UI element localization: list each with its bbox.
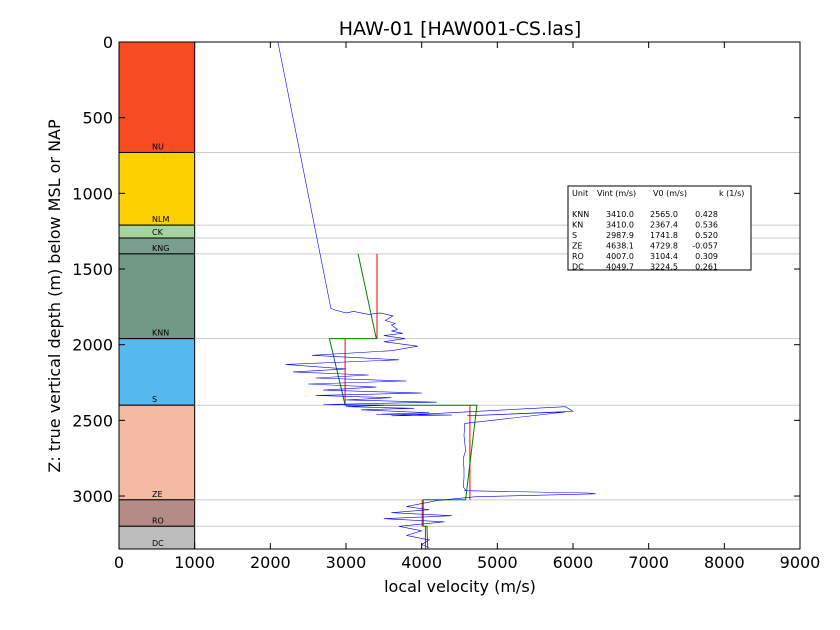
table-cell: 4049.7 bbox=[606, 263, 634, 272]
x-tick-label: 9000 bbox=[780, 553, 821, 572]
unit-label-knn: KNN bbox=[152, 329, 169, 338]
unit-label-ze: ZE bbox=[152, 490, 163, 499]
table-cell: 0.309 bbox=[695, 252, 718, 261]
y-tick-label: 1000 bbox=[72, 184, 113, 203]
table-box bbox=[567, 185, 752, 271]
table-cell: 0.520 bbox=[695, 231, 718, 240]
v0-k-model-segment-0 bbox=[328, 253, 478, 550]
unit-block-knn bbox=[118, 253, 196, 340]
table-header-cell: V0 (m/s) bbox=[653, 189, 687, 198]
table-cell: 0.428 bbox=[695, 210, 718, 219]
table-cell: 3410.0 bbox=[606, 210, 634, 219]
y-axis-label: Z: true vertical depth (m) below MSL or … bbox=[45, 119, 64, 473]
chart-title: HAW-01 [HAW001-CS.las] bbox=[339, 18, 582, 40]
unit-label-s: S bbox=[152, 395, 157, 404]
lithology-column: NU NLM CK KNG KNN S ZE RO DC bbox=[118, 41, 196, 550]
table-cell: 2367.4 bbox=[650, 221, 678, 230]
x-axis-ticks: 0 1000 2000 3000 4000 5000 6000 7000 8000 9000 bbox=[114, 42, 820, 572]
plot-frame bbox=[118, 41, 801, 550]
y-tick-label: 2000 bbox=[72, 336, 113, 355]
x-tick-label: 1000 bbox=[174, 553, 215, 572]
unit-block-ro bbox=[118, 499, 196, 527]
unit-label-ro: RO bbox=[152, 516, 164, 525]
x-tick-label: 3000 bbox=[326, 553, 367, 572]
table-cell: 0.261 bbox=[695, 263, 718, 272]
table-header-cell: Vint (m/s) bbox=[597, 189, 636, 198]
velocity-series bbox=[277, 41, 596, 550]
unit-label-kng: KNG bbox=[152, 244, 169, 253]
x-tick-label: 0 bbox=[114, 553, 124, 572]
table-cell: 4729.8 bbox=[650, 242, 678, 251]
unit-block-nlm bbox=[118, 151, 196, 226]
table-cell: 3410.0 bbox=[606, 221, 634, 230]
table-cell: 3224.5 bbox=[650, 263, 678, 272]
table-cell: RO bbox=[572, 252, 584, 261]
table-cell: DC bbox=[572, 263, 584, 272]
sonic-log-line bbox=[277, 41, 596, 548]
y-axis-ticks: 0 500 1000 1500 2000 2500 3000 bbox=[72, 33, 800, 506]
table-cell: ZE bbox=[572, 242, 583, 251]
table-cell: -0.057 bbox=[692, 242, 718, 251]
table-cell: 2565.0 bbox=[650, 210, 678, 219]
table-cell: 2987.9 bbox=[606, 231, 634, 240]
y-tick-label: 3000 bbox=[72, 487, 113, 506]
velocity-model-table: Unit Vint (m/s) V0 (m/s) k (1/s) KNN 3410.0 25… bbox=[567, 185, 752, 272]
x-tick-label: 7000 bbox=[628, 553, 669, 572]
table-cell: 4638.1 bbox=[606, 242, 634, 251]
y-tick-label: 1500 bbox=[72, 260, 113, 279]
table-header-cell: Unit bbox=[572, 189, 588, 198]
table-cell: 4007.0 bbox=[606, 252, 634, 261]
x-axis-label: local velocity (m/s) bbox=[384, 577, 536, 596]
table-cell: 3104.4 bbox=[650, 252, 678, 261]
unit-label-nu: NU bbox=[152, 142, 164, 151]
x-tick-label: 8000 bbox=[704, 553, 745, 572]
x-tick-label: 6000 bbox=[553, 553, 594, 572]
y-tick-label: 0 bbox=[103, 33, 113, 52]
unit-block-nu bbox=[118, 41, 196, 153]
x-tick-label: 2000 bbox=[250, 553, 291, 572]
x-tick-label: 4000 bbox=[401, 553, 442, 572]
unit-block-ze bbox=[118, 404, 196, 501]
unit-label-nlm: NLM bbox=[152, 215, 169, 224]
table-cell: KNN bbox=[572, 210, 589, 219]
x-tick-label: 5000 bbox=[477, 553, 518, 572]
unit-label-dc: DC bbox=[152, 539, 164, 548]
table-cell: 0.536 bbox=[695, 221, 718, 230]
table-cell: KN bbox=[572, 221, 583, 230]
y-tick-label: 2500 bbox=[72, 411, 113, 430]
table-cell: S bbox=[572, 231, 577, 240]
unit-label-ck: CK bbox=[152, 228, 164, 237]
y-tick-label: 500 bbox=[82, 109, 113, 128]
table-cell: 1741.8 bbox=[650, 231, 678, 240]
table-header-cell: k (1/s) bbox=[719, 189, 744, 198]
